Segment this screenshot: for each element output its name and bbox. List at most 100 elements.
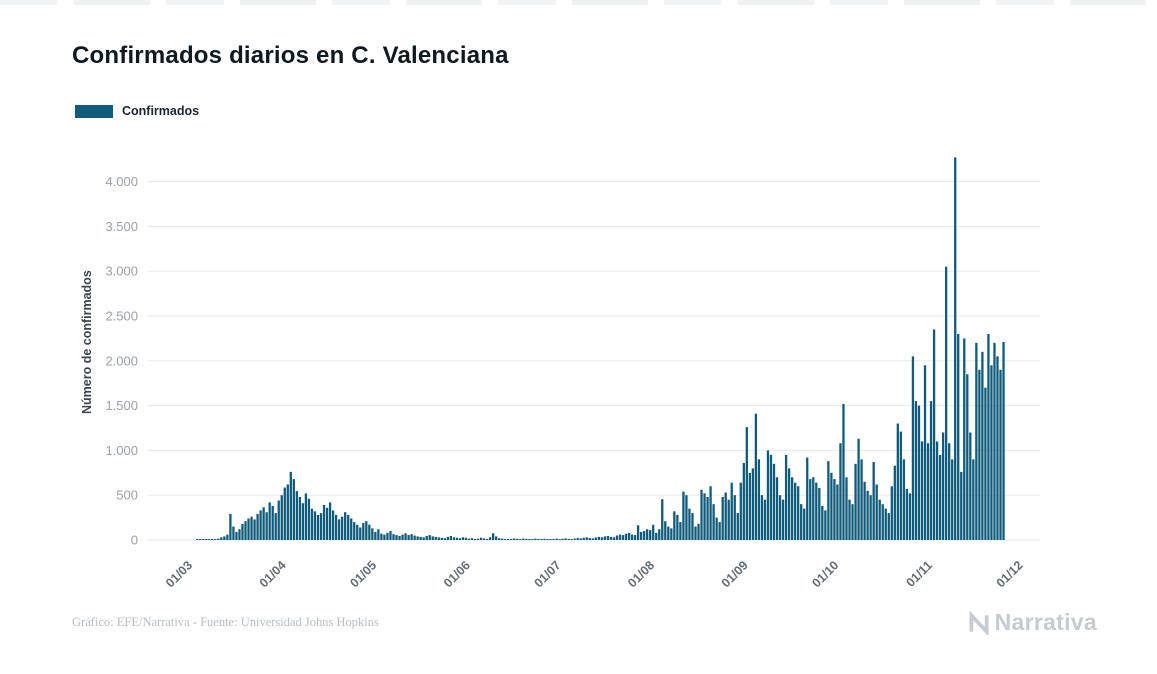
bar bbox=[449, 535, 453, 540]
bar bbox=[757, 459, 761, 540]
bar bbox=[790, 477, 794, 540]
bar bbox=[588, 538, 591, 540]
bar bbox=[781, 499, 785, 540]
bar bbox=[492, 533, 495, 540]
bar bbox=[319, 513, 323, 540]
bar bbox=[661, 499, 664, 540]
y-tick-label: 3.000 bbox=[105, 264, 138, 279]
y-tick-label: 1.000 bbox=[105, 443, 138, 458]
bar bbox=[957, 333, 960, 540]
bar bbox=[691, 513, 694, 540]
bar bbox=[941, 432, 945, 540]
bar bbox=[881, 504, 884, 540]
bar bbox=[830, 472, 833, 540]
bar bbox=[383, 534, 386, 540]
bar bbox=[872, 462, 875, 540]
bar bbox=[609, 536, 613, 540]
bar bbox=[658, 529, 661, 540]
bar bbox=[920, 441, 924, 540]
bar bbox=[775, 477, 779, 540]
x-tick-label: 01/08 bbox=[625, 558, 657, 590]
bar bbox=[437, 537, 440, 540]
bar bbox=[498, 538, 501, 540]
narrativa-n-icon bbox=[969, 610, 989, 635]
bar bbox=[298, 496, 302, 540]
bar bbox=[208, 539, 211, 540]
bar bbox=[226, 534, 229, 540]
bar bbox=[470, 538, 474, 540]
bar bbox=[482, 538, 486, 540]
bar bbox=[220, 537, 223, 540]
footer: Gráfico: EFE/Narrativa - Fuente: Univers… bbox=[72, 609, 1097, 636]
bar bbox=[863, 481, 866, 540]
bar bbox=[322, 505, 326, 540]
bar bbox=[214, 539, 217, 540]
bar bbox=[229, 514, 232, 540]
bar bbox=[948, 443, 951, 540]
page-title: Confirmados diarios en C. Valenciana bbox=[72, 42, 509, 69]
bar bbox=[488, 537, 492, 540]
bar bbox=[987, 333, 990, 540]
bar bbox=[803, 508, 806, 540]
bar bbox=[431, 536, 434, 540]
bar bbox=[878, 499, 881, 540]
bar bbox=[307, 498, 311, 540]
bar bbox=[733, 495, 736, 540]
bar bbox=[328, 502, 332, 540]
bar bbox=[534, 538, 537, 540]
bar bbox=[630, 534, 634, 540]
bar bbox=[585, 537, 588, 540]
bar bbox=[525, 538, 528, 540]
bar bbox=[331, 510, 335, 540]
bar bbox=[718, 522, 721, 540]
bar bbox=[537, 538, 540, 540]
bar bbox=[902, 459, 906, 540]
bar bbox=[848, 499, 851, 540]
bar bbox=[196, 539, 199, 540]
bar bbox=[676, 514, 679, 540]
bar bbox=[344, 512, 347, 540]
bar bbox=[899, 431, 902, 540]
bar bbox=[555, 538, 558, 540]
bar bbox=[353, 522, 356, 540]
bar bbox=[643, 531, 646, 540]
bar bbox=[573, 538, 576, 540]
bar bbox=[422, 537, 425, 540]
bar bbox=[932, 329, 936, 540]
bar bbox=[404, 533, 407, 540]
bar bbox=[452, 537, 456, 540]
bar bbox=[232, 526, 235, 540]
y-tick-label: 2.500 bbox=[105, 309, 138, 324]
bar bbox=[386, 532, 389, 540]
y-tick-label: 500 bbox=[116, 488, 138, 503]
bar bbox=[277, 500, 280, 540]
bar bbox=[842, 403, 845, 540]
bar bbox=[972, 459, 975, 540]
bar bbox=[416, 536, 419, 540]
bar bbox=[694, 526, 697, 540]
chart-legend: Confirmados bbox=[75, 104, 199, 118]
bar bbox=[703, 493, 706, 540]
bar bbox=[652, 524, 655, 540]
bar bbox=[398, 535, 401, 540]
bar bbox=[440, 537, 443, 540]
bar bbox=[869, 495, 872, 540]
bar bbox=[893, 465, 896, 540]
bar bbox=[724, 492, 727, 540]
bar bbox=[558, 539, 561, 540]
bar bbox=[766, 450, 770, 540]
bar bbox=[516, 538, 519, 540]
bar bbox=[377, 529, 380, 540]
bar bbox=[639, 531, 643, 540]
bar bbox=[479, 537, 483, 540]
y-tick-label: 4.000 bbox=[105, 174, 138, 189]
bar bbox=[667, 526, 670, 540]
bar bbox=[341, 516, 344, 540]
bar bbox=[887, 513, 890, 540]
bar bbox=[990, 365, 993, 540]
bar bbox=[969, 432, 972, 540]
bar bbox=[809, 479, 812, 540]
credit-text: Gráfico: EFE/Narrativa - Fuente: Univers… bbox=[72, 615, 379, 629]
bar bbox=[522, 538, 525, 540]
bar bbox=[199, 539, 202, 540]
